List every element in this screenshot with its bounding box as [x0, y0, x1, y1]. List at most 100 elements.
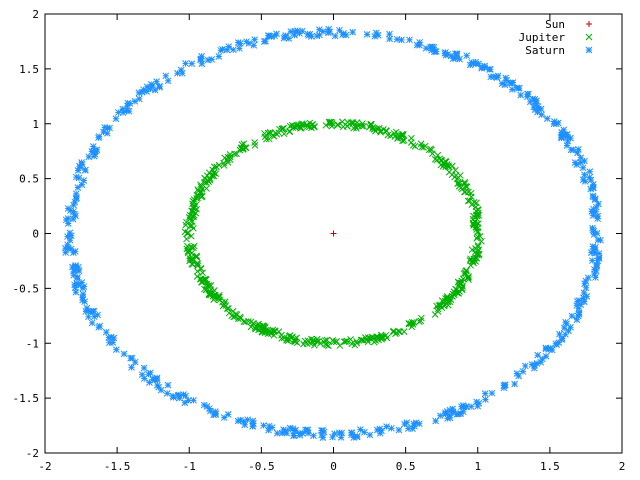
data-point-saturn — [298, 27, 306, 35]
data-point-jupiter — [378, 335, 385, 343]
data-point-saturn — [210, 411, 217, 419]
data-point-jupiter — [474, 209, 482, 217]
data-point-jupiter — [338, 118, 346, 126]
data-point-jupiter — [332, 338, 340, 346]
data-point-saturn — [140, 364, 148, 372]
data-point-jupiter — [308, 121, 315, 129]
data-point-jupiter — [247, 318, 255, 326]
data-point-jupiter — [434, 151, 442, 159]
data-point-jupiter — [370, 334, 378, 342]
data-point-jupiter — [193, 205, 200, 213]
data-point-saturn — [436, 412, 444, 420]
data-point-saturn — [155, 83, 163, 91]
data-point-saturn — [574, 146, 582, 153]
data-point-jupiter — [440, 161, 448, 168]
data-point-saturn — [374, 31, 382, 39]
data-point-jupiter — [330, 338, 338, 346]
data-point-saturn — [463, 52, 471, 60]
data-point-jupiter — [214, 295, 222, 303]
legend-label-sun: Sun — [545, 18, 565, 31]
data-point-jupiter — [189, 255, 196, 262]
data-point-jupiter — [186, 222, 194, 230]
data-point-jupiter — [184, 230, 192, 238]
data-point-saturn — [589, 243, 597, 250]
data-point-jupiter — [395, 327, 402, 335]
data-point-jupiter — [188, 207, 195, 215]
data-point-saturn — [73, 194, 80, 201]
data-point-saturn — [113, 346, 120, 353]
data-point-saturn — [538, 111, 545, 119]
data-point-saturn — [145, 370, 152, 378]
data-point-jupiter — [439, 162, 447, 170]
data-point-saturn — [573, 302, 581, 309]
data-point-jupiter — [340, 338, 348, 346]
data-point-saturn — [349, 28, 357, 36]
data-point-jupiter — [425, 146, 433, 154]
data-point-jupiter — [290, 123, 298, 130]
data-point-jupiter — [199, 269, 206, 277]
data-point-jupiter — [188, 260, 196, 268]
data-point-saturn — [149, 82, 157, 90]
x-tick-label: -2 — [38, 460, 51, 473]
data-point-saturn — [107, 333, 115, 341]
data-point-saturn — [185, 397, 192, 404]
data-point-jupiter — [275, 328, 283, 335]
data-point-jupiter — [392, 128, 400, 136]
data-point-saturn — [291, 31, 298, 39]
data-point-saturn — [353, 432, 361, 440]
data-point-saturn — [151, 86, 159, 94]
data-point-jupiter — [474, 206, 482, 214]
data-point-saturn — [360, 428, 368, 436]
series-saturn — [62, 25, 604, 442]
data-point-jupiter — [223, 305, 231, 312]
data-point-jupiter — [215, 161, 223, 169]
data-point-jupiter — [280, 130, 288, 138]
data-point-saturn — [82, 166, 89, 174]
data-point-saturn — [85, 313, 92, 321]
data-point-jupiter — [301, 337, 309, 345]
data-point-jupiter — [252, 325, 259, 333]
data-point-jupiter — [224, 159, 232, 166]
data-point-saturn — [313, 32, 321, 40]
data-point-saturn — [548, 346, 556, 354]
data-point-jupiter — [240, 318, 248, 325]
data-point-jupiter — [210, 169, 218, 177]
data-point-jupiter — [322, 121, 330, 129]
data-point-saturn — [537, 105, 545, 113]
data-point-jupiter — [297, 121, 305, 128]
data-point-jupiter — [203, 179, 210, 186]
data-point-jupiter — [253, 323, 260, 331]
data-point-saturn — [157, 386, 165, 394]
data-point-jupiter — [457, 280, 464, 287]
data-point-saturn — [280, 34, 288, 42]
data-point-saturn — [224, 411, 232, 418]
data-point-jupiter — [466, 197, 474, 205]
data-point-saturn — [170, 394, 177, 401]
data-point-saturn — [229, 46, 237, 54]
data-point-jupiter — [197, 181, 204, 189]
data-point-saturn — [564, 133, 571, 141]
data-point-saturn — [286, 424, 294, 432]
data-point-jupiter — [433, 302, 440, 310]
data-point-saturn — [595, 250, 603, 257]
data-point-saturn — [586, 168, 594, 176]
data-point-saturn — [310, 432, 317, 440]
data-point-saturn — [482, 396, 489, 403]
data-point-saturn — [251, 36, 259, 43]
data-point-saturn — [265, 422, 273, 430]
data-point-saturn — [208, 56, 216, 63]
data-point-saturn — [174, 69, 181, 77]
data-point-saturn — [250, 41, 258, 49]
data-point-jupiter — [461, 178, 469, 186]
data-point-saturn — [567, 323, 574, 331]
data-point-saturn — [64, 205, 72, 212]
data-point-saturn — [241, 421, 249, 429]
series-layer — [62, 25, 604, 442]
data-point-saturn — [543, 115, 551, 122]
data-point-saturn — [72, 262, 80, 269]
data-point-jupiter — [229, 307, 237, 315]
data-point-jupiter — [371, 125, 378, 133]
y-tick-label: 1.5 — [19, 63, 39, 76]
